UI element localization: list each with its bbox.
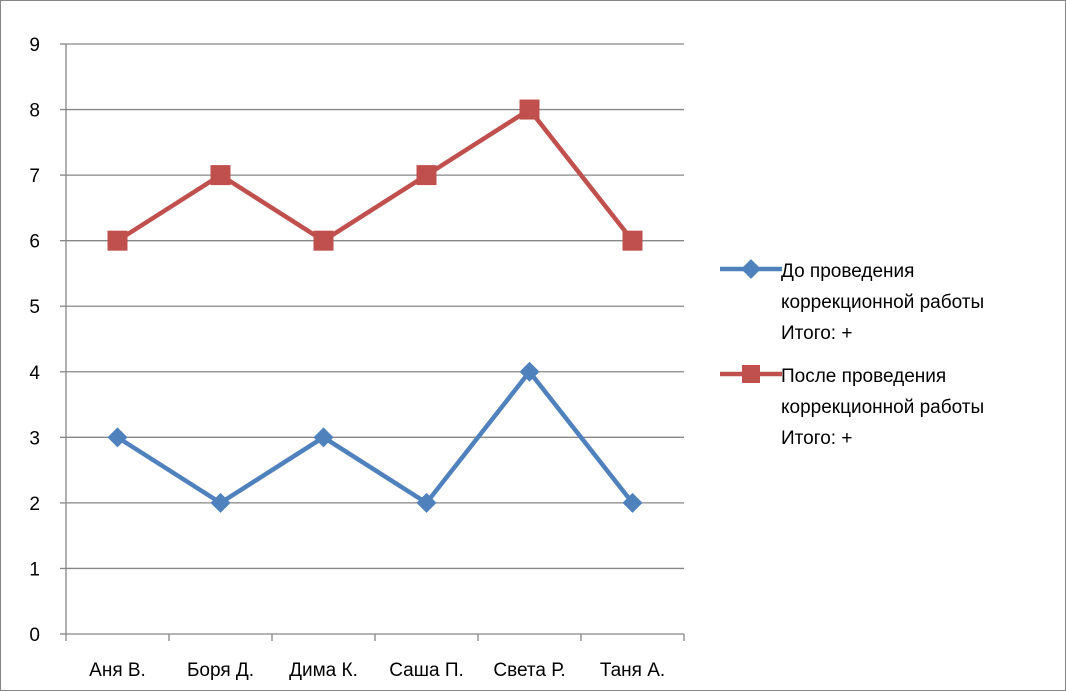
x-tick-label: Дима К.	[289, 660, 358, 681]
legend-key-before	[720, 259, 782, 279]
data-point	[622, 492, 643, 513]
data-point	[622, 230, 643, 251]
y-tick-label: 6	[29, 232, 40, 253]
gridlines	[66, 43, 684, 570]
y-tick-label: 5	[29, 297, 40, 318]
y-tick-label: 2	[29, 494, 40, 515]
y-tick-label: 3	[29, 428, 40, 449]
series-line-0	[115, 369, 635, 506]
data-point	[313, 230, 334, 251]
x-tick-label: Света Р.	[493, 660, 565, 681]
y-tick-label: 7	[29, 166, 40, 187]
x-tick-label: Таня А.	[600, 660, 665, 681]
axes	[60, 43, 685, 641]
legend-label-after: После проведения коррекционной работы Ит…	[781, 366, 985, 449]
y-tick-label: 4	[29, 363, 40, 384]
y-tick-label: 8	[29, 101, 40, 122]
data-point	[107, 427, 128, 448]
y-tick-label: 0	[29, 625, 40, 646]
legend-item-after: После проведения коррекционной работы Ит…	[720, 361, 1060, 454]
data-point	[519, 99, 540, 120]
legend-label-before: До проведения коррекционной работы Итого…	[781, 261, 985, 344]
data-point	[107, 230, 128, 251]
legend: До проведения коррекционной работы Итого…	[720, 256, 1060, 466]
y-tick-label: 1	[29, 559, 40, 580]
x-tick-label: Саша П.	[389, 660, 464, 681]
data-point	[416, 165, 437, 186]
data-point	[210, 492, 231, 513]
x-tick-label: Боря Д.	[187, 660, 254, 681]
x-tick-label: Аня В.	[89, 660, 146, 681]
data-point	[210, 165, 231, 186]
series-line-1	[115, 107, 635, 243]
data-point	[519, 361, 540, 382]
data-point	[416, 492, 437, 513]
legend-key-after	[720, 365, 782, 383]
y-tick-label: 9	[29, 35, 40, 56]
data-point	[313, 427, 334, 448]
legend-item-before: До проведения коррекционной работы Итого…	[720, 256, 1060, 349]
tick-labels: 0 1 2 3 4 5 6 7 8 9 Аня В. Боря Д. Дима К. Саша П. Све…	[29, 35, 665, 681]
series	[107, 99, 643, 513]
